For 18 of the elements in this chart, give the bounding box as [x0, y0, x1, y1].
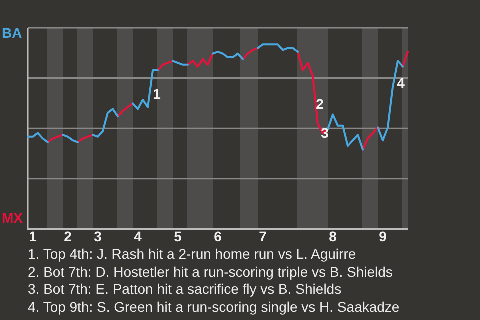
- text: 3. Bot 7th: E. Patton hit a sacrifice fly vs B. Shields: [28, 281, 343, 298]
- annotation: 1: [153, 86, 162, 102]
- x-tick-label: 2: [64, 228, 72, 244]
- x-tick-label: 8: [329, 228, 338, 244]
- annotation: 2: [316, 96, 324, 112]
- annotation: 4: [397, 74, 406, 91]
- x-tick-label: 9: [379, 228, 388, 244]
- x-tick-label: 5: [174, 228, 182, 244]
- text: BA: [2, 24, 22, 41]
- x-tick-label: 4: [134, 228, 142, 244]
- x-tick-label: 7: [259, 228, 268, 244]
- x-tick-label: 3: [94, 228, 102, 244]
- text: 1. Top 4th: J. Rash hit a 2-run home run vs L. Aguirre: [28, 246, 358, 264]
- text: 2. Bot 7th: D. Hostetler hit a run-scoring triple vs B. Shields: [28, 264, 394, 281]
- x-tick-label: 6: [214, 228, 222, 244]
- text: 4. Top 9th: S. Green hit a run-scoring single vs H. Saakadze: [28, 298, 401, 316]
- text: MX: [2, 210, 24, 226]
- x-tick-label: 1: [29, 228, 38, 244]
